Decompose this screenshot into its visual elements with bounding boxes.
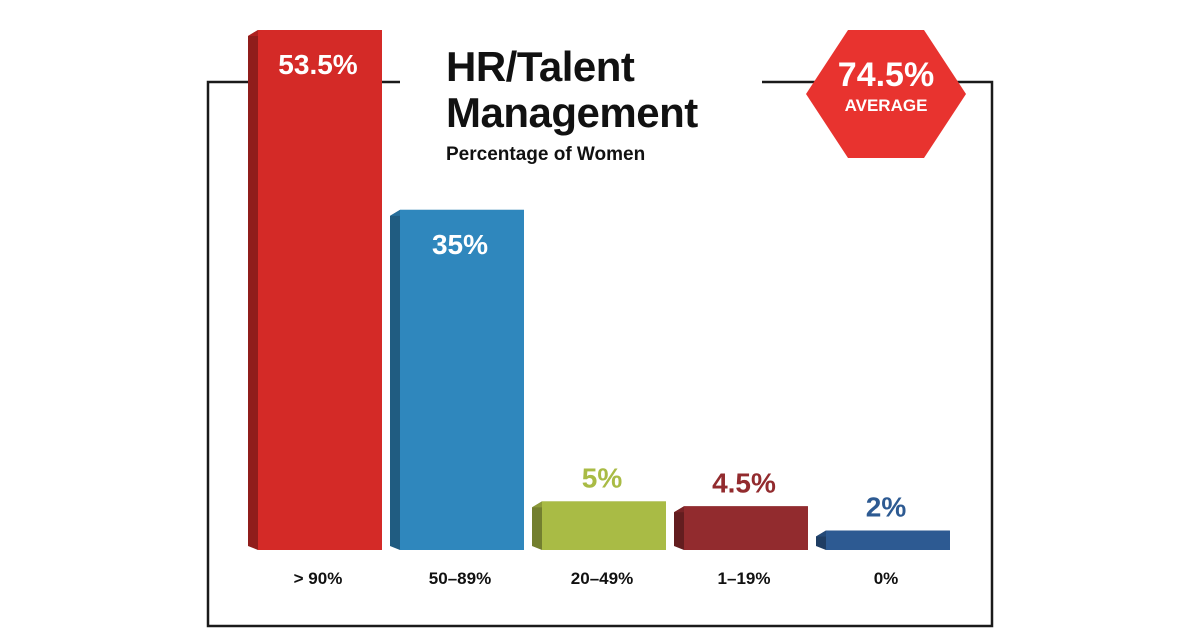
bar-2	[400, 209, 524, 550]
average-octagon-shape	[806, 30, 966, 158]
bar-value-label-5: 2%	[866, 492, 907, 523]
bar-group-2: 35% 50–89%	[390, 209, 524, 588]
bar-3	[542, 501, 666, 550]
bar-side-4	[674, 506, 684, 550]
average-badge: 74.5% AVERAGE	[806, 30, 966, 158]
bar-side-1	[248, 30, 258, 550]
bar-1	[258, 30, 382, 550]
average-label: AVERAGE	[844, 96, 928, 115]
bar-value-label-2: 35%	[432, 229, 488, 260]
bar-group-5: 2% 0%	[816, 492, 950, 588]
category-label-3: 20–49%	[571, 569, 633, 588]
bar-4	[684, 506, 808, 550]
bar-5	[826, 530, 950, 550]
bar-value-label-3: 5%	[582, 462, 623, 493]
category-label-1: > 90%	[294, 569, 343, 588]
bar-group-3: 5% 20–49%	[532, 462, 666, 588]
bar-side-3	[532, 501, 542, 550]
category-label-2: 50–89%	[429, 569, 491, 588]
category-label-5: 0%	[874, 569, 899, 588]
chart-title-line-1: HR/Talent	[446, 43, 635, 90]
bar-value-label-1: 53.5%	[278, 49, 357, 80]
category-label-4: 1–19%	[718, 569, 771, 588]
bar-group-1: 53.5% > 90%	[248, 30, 382, 588]
chart-subtitle: Percentage of Women	[446, 144, 646, 165]
bar-value-label-4: 4.5%	[712, 467, 776, 498]
chart-title-block: HR/Talent Management Percentage of Women	[446, 44, 776, 166]
bar-group-4: 4.5% 1–19%	[674, 467, 808, 588]
chart-title-line-2: Management	[446, 89, 698, 136]
average-value: 74.5%	[837, 56, 935, 94]
bar-side-2	[390, 209, 400, 550]
